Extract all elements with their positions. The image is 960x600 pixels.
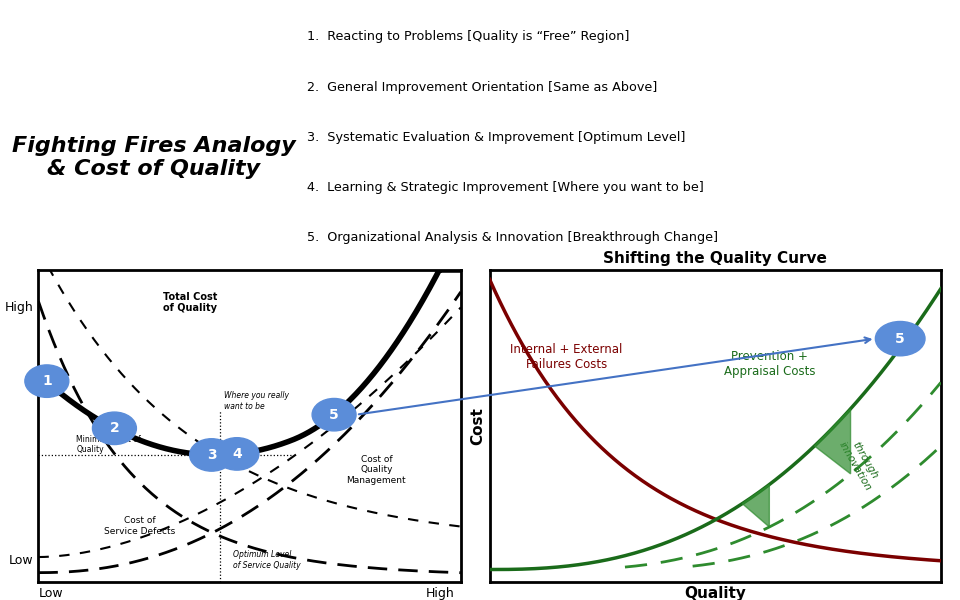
Text: 4: 4: [232, 447, 242, 461]
Text: Where you really
want to be: Where you really want to be: [225, 391, 289, 411]
Text: Total Cost
of Quality: Total Cost of Quality: [163, 292, 218, 313]
Text: through
innovation: through innovation: [836, 434, 882, 493]
Text: 1: 1: [42, 374, 52, 388]
Y-axis label: Cost: Cost: [470, 407, 486, 445]
Polygon shape: [814, 409, 851, 474]
Title: Shifting the Quality Curve: Shifting the Quality Curve: [603, 251, 828, 266]
Text: Prevention +
Appraisal Costs: Prevention + Appraisal Costs: [724, 350, 815, 377]
Text: Internal + External
Failures Costs: Internal + External Failures Costs: [510, 343, 622, 371]
Circle shape: [92, 412, 136, 445]
Circle shape: [312, 398, 356, 431]
X-axis label: Quality: Quality: [684, 586, 746, 600]
Text: 1.  Reacting to Problems [Quality is “Free” Region]: 1. Reacting to Problems [Quality is “Fre…: [307, 31, 630, 43]
Text: 4.  Learning & Strategic Improvement [Where you want to be]: 4. Learning & Strategic Improvement [Whe…: [307, 181, 704, 194]
Text: Cost of
Service Defects: Cost of Service Defects: [104, 516, 176, 536]
Text: Optimum Level
of Service Quality: Optimum Level of Service Quality: [232, 550, 300, 569]
Circle shape: [25, 365, 69, 397]
Text: Minimum Cost of
Quality: Minimum Cost of Quality: [77, 435, 141, 454]
Text: 5: 5: [329, 407, 339, 422]
Circle shape: [215, 437, 259, 470]
Text: 5: 5: [896, 332, 905, 346]
Polygon shape: [742, 485, 769, 527]
Text: 3: 3: [206, 448, 216, 462]
Text: 5.  Organizational Analysis & Innovation [Breakthrough Change]: 5. Organizational Analysis & Innovation …: [307, 231, 718, 244]
Text: 2: 2: [109, 421, 119, 436]
Text: Cost of
Quality
Management: Cost of Quality Management: [347, 455, 406, 485]
Circle shape: [876, 322, 925, 356]
Circle shape: [190, 439, 233, 471]
Text: 2.  General Improvement Orientation [Same as Above]: 2. General Improvement Orientation [Same…: [307, 80, 658, 94]
Text: Fighting Fires Analogy
& Cost of Quality: Fighting Fires Analogy & Cost of Quality: [12, 136, 296, 179]
Text: 3.  Systematic Evaluation & Improvement [Optimum Level]: 3. Systematic Evaluation & Improvement […: [307, 131, 685, 144]
